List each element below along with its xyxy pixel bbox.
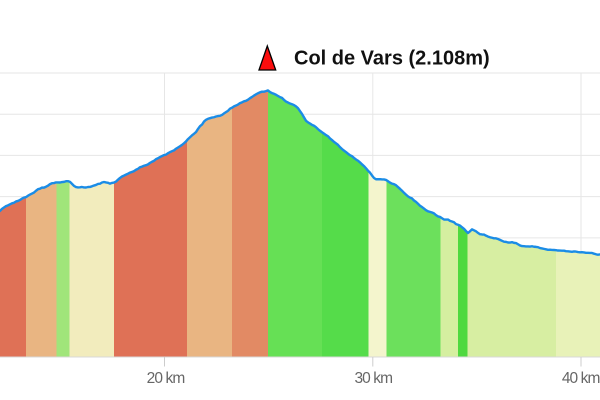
svg-text:40 km: 40 km (562, 370, 600, 387)
svg-text:Col de Vars (2.108m): Col de Vars (2.108m) (294, 48, 490, 70)
svg-text:30 km: 30 km (354, 370, 392, 387)
svg-text:20 km: 20 km (147, 370, 185, 387)
